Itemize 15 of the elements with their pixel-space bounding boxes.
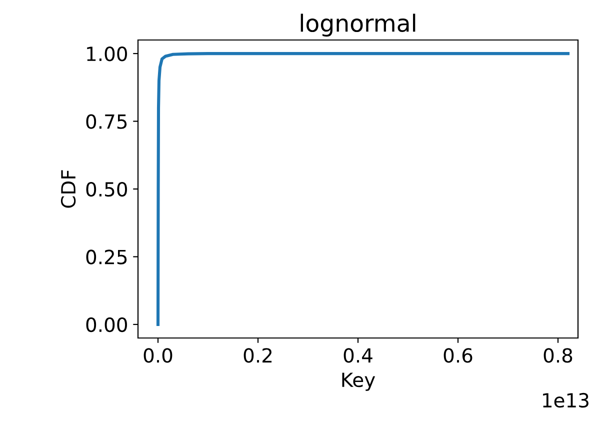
x-tick-label: 0.6 xyxy=(444,348,472,363)
chart-title: lognormal xyxy=(300,14,416,37)
x-tick-label: 0.0 xyxy=(144,348,172,363)
y-axis-title: CDF xyxy=(60,170,76,208)
y-tick-label: 0.00 xyxy=(86,317,127,332)
y-tick-label: 0.50 xyxy=(86,182,127,197)
x-tick-label: 0.8 xyxy=(544,348,572,363)
y-tick-label: 0.75 xyxy=(86,114,127,129)
y-tick-label: 1.00 xyxy=(87,46,127,62)
x-tick-label: 0.4 xyxy=(344,348,372,363)
y-tick-label: 0.25 xyxy=(86,250,127,264)
x-axis-title: Key xyxy=(342,372,376,391)
text: 1e13 xyxy=(543,392,588,408)
line-series xyxy=(156,52,570,326)
x-tick-label: 0.2 xyxy=(244,348,272,363)
